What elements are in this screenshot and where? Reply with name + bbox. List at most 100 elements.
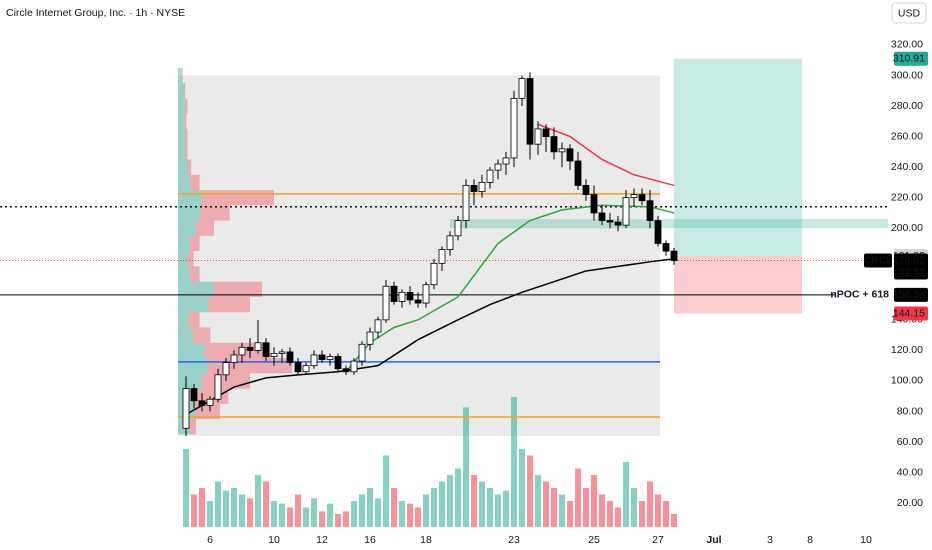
poc-price-label-bg [894,287,928,302]
candle-body [502,157,510,165]
profile-up [178,174,190,191]
profile-up [178,190,202,206]
currency[interactable]: USD [898,7,921,19]
candle-body [566,148,574,162]
candle-body [654,220,662,244]
candle-body [494,163,502,171]
candle-body [358,343,366,362]
candle-body [390,285,398,302]
volume-bar [671,514,677,527]
volume-bar [351,501,357,527]
candle-body [318,354,326,360]
y-tick-label: 60.00 [897,436,923,448]
candle-body [638,194,646,202]
volume-bar [583,488,589,527]
volume-bar [663,501,669,527]
profile-up [178,358,208,374]
x-tick-label: 16 [364,534,376,546]
volume-bar [551,488,557,527]
volume-bar [319,511,325,527]
profile-down [208,296,250,313]
volume-bar [607,501,613,527]
volume-bar [455,468,461,527]
profile-down [199,205,230,221]
volume-bar [527,455,533,527]
profile-down [187,159,192,175]
poc-price-label: 156.34 [893,289,925,301]
volume-bar [359,494,365,527]
volume-bar [591,475,597,527]
volume-bar [215,481,221,527]
candle-body [382,285,390,321]
profile-down [184,83,186,99]
x-tick-label: Jul [706,534,721,546]
volume-bar [183,449,189,527]
candle-body [374,319,382,333]
profile-down [190,174,200,191]
target-label: 310.91 [893,53,925,65]
profile-down [184,113,187,129]
profile-down [185,98,188,114]
y-tick-label: 240.00 [891,161,923,173]
candle-body [430,262,438,286]
candle-body [294,362,302,373]
profile-up [178,83,184,99]
profile-down [190,235,200,252]
candle-body [622,197,630,226]
candle-body [206,398,214,406]
volume-bar [447,475,453,527]
volume-bar [399,501,405,527]
y-tick-label: 80.00 [897,405,923,417]
volume-bar [639,501,645,527]
profile-down [185,128,188,145]
volume-bar [615,507,621,527]
volume-bar [647,481,653,527]
volume-bar [391,488,397,527]
volume-bar [423,494,429,527]
currency-button[interactable] [891,2,927,24]
volume-bar [287,507,293,527]
candle-body [246,346,254,351]
x-tick-label: 8 [807,534,813,546]
candle-body [582,185,590,196]
x-tick-label: 12 [316,534,328,546]
volume-bar [543,481,549,527]
candle-body [510,97,518,159]
volume-bar [207,501,213,527]
candle-body [262,342,270,357]
poc-label: nPOC + 618 [830,289,889,301]
profile-up [178,312,188,328]
candle-body [310,354,318,367]
profile-up [178,281,214,297]
volume-bar [255,475,261,527]
volume-bar [375,498,381,527]
candle-body [182,388,190,429]
target-label-bg [894,51,928,66]
position-loss [674,255,802,314]
candle-body [198,400,206,406]
volume-bar [559,494,565,527]
candle-body [518,78,526,99]
stop-label: 144.15 [893,307,925,319]
profile-down [204,342,271,359]
candle-body [670,250,678,261]
last-price-label: 178.82 [893,254,925,266]
y-tick-label: 300.00 [891,69,923,81]
volume-bar [535,475,541,527]
profile-up [178,342,205,359]
volume-bar [231,488,237,527]
profile-down [202,190,274,206]
candle-body [438,249,446,264]
profile-up [178,205,200,221]
candle-body [238,346,246,356]
position-profit [674,58,802,256]
candle-body [214,374,222,400]
candle-body [414,299,422,304]
volume-bar [415,507,421,527]
profile-up [178,159,188,175]
x-tick-label: 10 [860,534,872,546]
volume-bar [463,407,469,527]
y-tick-label: 40.00 [897,466,923,478]
volume-bar [191,494,197,527]
profile-up [178,128,186,145]
